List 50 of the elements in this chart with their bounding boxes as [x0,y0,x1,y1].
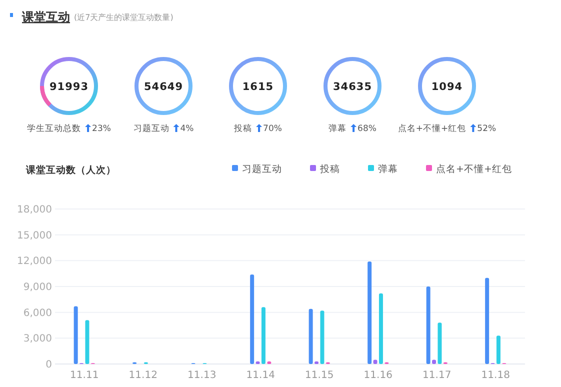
bar [261,307,266,364]
text: 54649 [144,81,184,93]
text: 52% [477,124,496,134]
text: 习题互动 [133,123,170,134]
bar [85,320,90,364]
bar [485,278,490,364]
text: 70% [263,124,282,134]
text: 68% [358,124,376,134]
x-tick-label: 11.16 [364,370,392,381]
x-tick-label: 11.14 [246,370,275,381]
legend-label: 点名+不懂+红包 [436,163,512,175]
y-tick-label: 18,000 [17,204,52,216]
text: 投稿 [233,123,252,134]
text: 点名+不懂+红包 [398,123,466,134]
x-tick-label: 11.18 [481,370,510,381]
text: 弹幕 [328,123,347,134]
bar [74,306,78,364]
text: 23% [92,124,111,134]
legend-label: 弹幕 [378,163,398,175]
y-axis-title: 课堂互动数（人次） [25,164,116,176]
x-tick-label: 11.11 [70,370,99,381]
text: 91993 [49,81,89,93]
x-tick-label: 11.15 [305,370,334,381]
y-tick-label: 6,000 [23,308,52,319]
text: (近7天产生的课堂互动数量) [74,13,174,22]
text: 课堂互动 [21,10,70,24]
bar [426,286,430,364]
x-tick-label: 11.12 [128,370,158,381]
bar [250,274,254,364]
x-tick-label: 11.13 [188,370,216,381]
y-tick-label: 15,000 [17,230,52,242]
bar [308,308,313,364]
text: 4% [180,124,194,134]
text: 1094 [431,81,463,93]
legend-label: 投稿 [319,163,340,175]
y-tick-label: 12,000 [17,256,52,268]
bar [496,336,500,364]
y-tick-label: 0 [46,360,52,370]
y-tick-label: 3,000 [23,334,52,345]
bar [432,360,436,364]
legend-label: 习题互动 [242,164,282,175]
x-tick-label: 11.17 [422,370,452,381]
text: 学生互动总数 [27,123,82,134]
bar [438,322,442,364]
bar [378,293,383,364]
text: 34635 [332,81,372,93]
bar [368,262,372,364]
y-tick-label: 9,000 [23,282,52,293]
bar [320,310,324,364]
text: 1615 [242,81,274,93]
